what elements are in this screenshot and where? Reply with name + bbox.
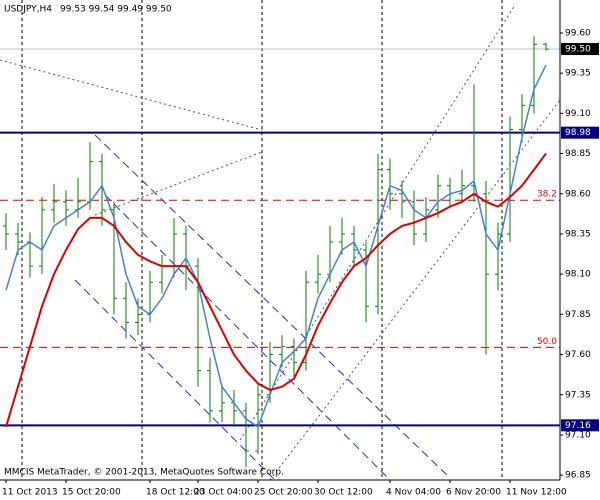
x-tick-label: 4 Nov 04:00 [386, 488, 441, 498]
level-label: 98.98 [565, 128, 591, 138]
fib-label: 38.2 [537, 190, 557, 200]
level-label: 97.16 [565, 421, 591, 431]
x-tick-label: 11 Nov 12:00 [506, 488, 567, 498]
y-tick-label: 97.10 [565, 430, 591, 440]
bid-label: 99.50 [565, 45, 591, 55]
level-tag [561, 419, 599, 432]
bid-tag [561, 43, 599, 56]
y-tick-label: 97.60 [565, 350, 591, 360]
y-tick-label: 98.85 [565, 149, 591, 159]
moving-average [5, 152, 547, 428]
blue-channel [74, 134, 451, 481]
ohlc-readout: 99.53 99.54 99.49 99.50 [60, 5, 172, 15]
trendline [0, 59, 263, 131]
x-tick-label: 6 Nov 20:00 [446, 488, 501, 498]
y-tick-label: 97.85 [565, 310, 591, 320]
y-tick-label: 99.35 [565, 69, 591, 79]
y-tick-label: 97.35 [565, 390, 591, 400]
y-tick-label: 98.60 [565, 189, 591, 199]
x-tick-label: 25 Oct 20:00 [254, 488, 313, 498]
y-tick-label: 98.10 [565, 270, 591, 280]
level-tag [561, 126, 599, 139]
footer: MMCIS MetaTrader, © 2001-2013, MetaQuote… [4, 468, 284, 478]
fib-label: 50.0 [537, 337, 557, 347]
x-tick-label: 23 Oct 04:00 [194, 488, 253, 498]
chart-title: USDJPY,H4 [4, 5, 52, 15]
y-tick-label: 98.35 [565, 229, 591, 239]
trendline [74, 279, 276, 481]
y-tick-label: 99.10 [565, 109, 591, 119]
trendline [239, 4, 516, 441]
y-tick-label: 96.85 [565, 471, 591, 481]
x-tick-label: 30 Oct 12:00 [314, 488, 373, 498]
moving-average [5, 64, 547, 429]
plot-layer: 38.2 50.0 [0, 36, 560, 468]
period-separators [21, 0, 503, 480]
x-tick-label: 11 Oct 2013 [2, 488, 58, 498]
x-tick-label: 15 Oct 20:00 [62, 488, 121, 498]
trendline [94, 134, 451, 479]
y-tick-label: 99.60 [565, 28, 591, 38]
x-tick-label: 18 Oct 12:00 [146, 488, 205, 498]
trendline [104, 194, 391, 481]
gray-channel [0, 4, 561, 481]
